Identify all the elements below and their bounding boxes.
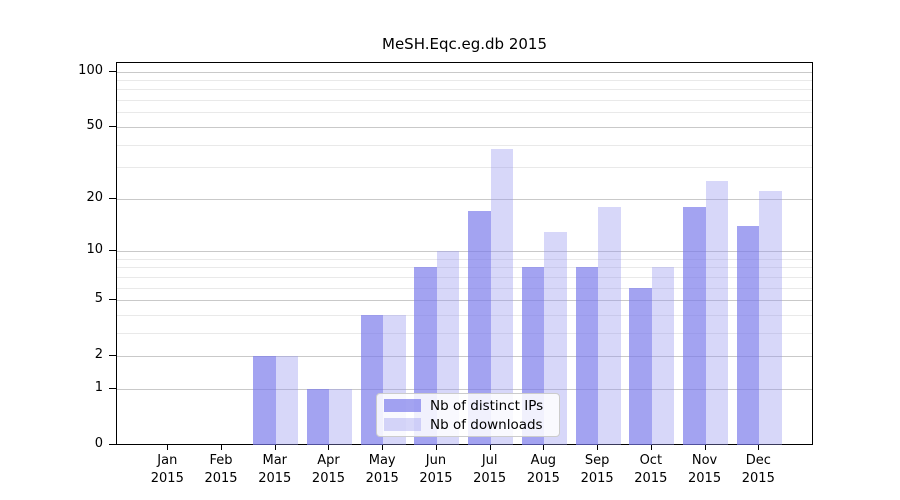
gridline-minor [117,167,812,169]
gridline-major [117,71,812,73]
bar-distinct-ips-sep-2015 [575,267,599,445]
x-tick-mark [543,445,545,450]
gridline-minor [117,80,812,82]
chart-title: MeSH.Eqc.eg.db 2015 [382,35,547,53]
y-tick-label: 2 [94,347,103,363]
gridline-major [117,126,812,128]
x-tick-label: May 2015 [365,453,399,486]
x-tick-label: Jun 2015 [419,453,453,486]
y-tick-mark [109,355,116,357]
gridline-major [117,356,812,358]
gridline-minor [117,287,812,289]
y-tick-label: 1 [94,379,103,395]
y-tick-mark [109,250,116,251]
x-tick-mark [758,445,760,450]
bar-distinct-ips-apr-2015 [306,388,330,445]
bar-downloads-apr-2015 [329,388,352,445]
x-tick-mark [489,445,491,450]
x-tick-mark [435,445,437,450]
x-tick-label: Aug 2015 [526,453,560,486]
bar-distinct-ips-jul-2015 [468,211,491,445]
y-tick-mark [109,125,116,127]
gridline-minor [117,112,812,114]
gridline-major [117,388,812,390]
bar-distinct-ips-nov-2015 [683,206,706,445]
gridline-minor [117,267,812,269]
y-tick-label: 100 [78,62,103,78]
x-tick-mark [597,445,599,450]
x-tick-mark [167,445,169,450]
y-tick-mark [109,70,116,72]
bar-distinct-ips-oct-2015 [629,287,652,445]
bar-downloads-nov-2015 [705,181,729,445]
y-tick-label: 5 [94,291,103,307]
gridline-minor [117,144,812,146]
x-tick-label: Nov 2015 [688,453,722,486]
x-tick-label: Oct 2015 [634,453,668,486]
bar-downloads-sep-2015 [598,206,621,445]
x-tick-label: Jan 2015 [150,453,184,486]
y-tick-mark [109,387,116,389]
legend-item-downloads: Nb of downloads [384,418,559,432]
bar-downloads-oct-2015 [651,267,675,445]
bar-distinct-ips-mar-2015 [253,356,276,445]
legend-label-downloads: Nb of downloads [430,416,543,433]
y-tick-mark [109,197,116,199]
y-tick-label: 10 [86,242,103,257]
y-tick-mark [109,299,116,301]
gridline-minor [117,276,812,278]
y-tick-label: 20 [86,189,103,205]
legend-swatch-downloads [384,418,421,431]
x-tick-mark [221,445,223,450]
x-tick-label: Sep 2015 [580,453,614,486]
gridline-minor [117,258,812,260]
x-tick-mark [650,445,652,450]
legend-label-distinct-ips: Nb of distinct IPs [430,397,544,414]
bar-downloads-aug-2015 [544,231,567,445]
gridline-minor [117,314,812,316]
y-tick-mark [109,444,116,445]
bar-distinct-ips-dec-2015 [736,225,760,445]
x-tick-mark [328,445,330,450]
gridline-minor [117,100,812,102]
bar-downloads-mar-2015 [275,356,299,445]
bar-downloads-dec-2015 [759,191,782,445]
gridline-minor [117,89,812,91]
x-tick-label: Mar 2015 [258,453,292,486]
legend: Nb of distinct IPs Nb of downloads [376,393,560,437]
y-tick-label: 0 [94,436,103,451]
gridline-major [117,251,812,252]
x-tick-mark [382,445,384,450]
x-tick-label: Feb 2015 [204,453,238,486]
legend-item-distinct-ips: Nb of distinct IPs [384,399,559,413]
x-tick-mark [704,445,706,450]
legend-swatch-distinct-ips [384,399,421,412]
gridline-major [117,300,812,302]
gridline-major [117,198,812,200]
x-tick-label: Dec 2015 [741,453,775,486]
plot-area [116,62,813,445]
x-tick-label: Apr 2015 [311,453,346,486]
bar-downloads-jul-2015 [490,148,514,445]
gridline-minor [117,332,812,334]
y-tick-label: 50 [86,117,103,133]
x-tick-mark [274,445,276,450]
x-tick-label: Jul 2015 [473,453,507,486]
